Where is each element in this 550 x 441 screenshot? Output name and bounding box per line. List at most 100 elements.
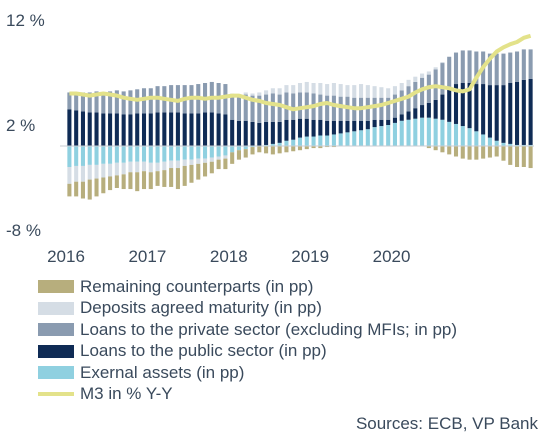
bar-segment — [128, 90, 133, 115]
bar-segment — [291, 93, 296, 120]
bar-segment — [101, 163, 106, 178]
bar-segment — [460, 126, 465, 146]
bar-segment — [521, 79, 526, 145]
bar-segment — [196, 158, 201, 164]
bar-segment — [284, 85, 289, 93]
bar-segment — [474, 131, 479, 146]
bar-segment — [182, 159, 187, 166]
bar-segment — [291, 85, 296, 94]
bar-segment — [74, 146, 79, 166]
bar-segment — [345, 85, 350, 97]
bar-segment — [270, 121, 275, 144]
bar-segment — [148, 162, 153, 173]
bar-segment — [87, 179, 92, 200]
bar-segment — [264, 94, 269, 122]
bar-segment — [379, 126, 384, 146]
bar-segment — [399, 114, 404, 121]
bar-segment — [250, 147, 255, 155]
x-tick-label: 2019 — [291, 247, 329, 266]
bar-segment — [80, 165, 85, 182]
bar-segment — [311, 119, 316, 137]
bar-segment — [508, 146, 513, 165]
y-tick-label: 12 % — [6, 11, 45, 30]
bar-segment — [277, 88, 282, 95]
bar-segment — [440, 94, 445, 120]
bar-segment — [515, 51, 520, 82]
bar-segment — [257, 122, 262, 146]
bar-segment — [94, 178, 99, 197]
bar-segment — [501, 85, 506, 143]
bar-segment — [80, 92, 85, 112]
bar-segment — [223, 114, 228, 146]
bar-segment — [508, 143, 513, 146]
bar-segment — [494, 85, 499, 141]
bar-segment — [297, 92, 303, 119]
bar-segment — [196, 163, 201, 180]
bar-segment — [257, 92, 262, 96]
bar-segment — [494, 140, 499, 146]
bar-segment — [80, 111, 85, 146]
bar-segment — [399, 90, 404, 115]
bar-segment — [501, 142, 506, 146]
bar-segment — [277, 94, 282, 122]
bar-segment — [243, 149, 248, 158]
bar-segment — [250, 121, 255, 146]
bar-segment — [474, 84, 479, 132]
bar-segment — [243, 146, 248, 150]
bar-segment — [433, 67, 438, 70]
bar-segment — [359, 120, 364, 131]
bar-segment — [379, 97, 384, 120]
bar-segment — [196, 113, 201, 146]
bar-segment — [264, 121, 269, 145]
bar-segment — [420, 73, 425, 78]
bar-segment — [277, 121, 282, 143]
bar-segment — [175, 85, 180, 113]
bar-segment — [487, 146, 492, 158]
bar-segment — [87, 164, 92, 180]
bar-segment — [508, 52, 513, 83]
bar-segment — [243, 92, 248, 95]
bar-segment — [236, 150, 241, 160]
bar-segment — [338, 84, 343, 97]
bar-segment — [108, 146, 113, 164]
bar-segment — [94, 112, 99, 146]
bar-segment — [365, 85, 370, 98]
legend-item: Loans to the public sector (in pp) — [38, 341, 538, 363]
bar-segment — [481, 134, 486, 146]
bar-segment — [209, 161, 214, 174]
bar-segment — [433, 99, 438, 119]
y-tick-label: -8 % — [6, 221, 41, 240]
bar-segment — [94, 146, 99, 165]
bar-segment — [135, 146, 140, 162]
bar-segment — [87, 112, 92, 146]
bar-segment — [392, 86, 397, 95]
bar-segment — [453, 52, 459, 85]
bar-segment — [223, 158, 228, 170]
bar-segment — [521, 49, 526, 80]
bar-segment — [297, 137, 303, 146]
bar-segment — [80, 181, 85, 199]
bar-segment — [74, 181, 79, 197]
legend-swatch — [38, 392, 74, 397]
bar-segment — [155, 162, 160, 172]
bar-segment — [453, 123, 459, 146]
bar-segment — [209, 157, 214, 162]
bar-segment — [528, 146, 533, 169]
legend-item: Loans to the private sector (excluding M… — [38, 319, 538, 341]
bar-segment — [270, 88, 275, 94]
bar-segment — [216, 146, 221, 157]
bar-segment — [453, 84, 459, 124]
bar-segment — [528, 78, 533, 145]
bar-segment — [128, 146, 133, 162]
bar-segment — [135, 113, 140, 146]
bar-segment — [304, 118, 309, 137]
bar-segment — [392, 122, 397, 146]
bar-segment — [426, 102, 431, 118]
bar-segment — [291, 146, 296, 152]
bar-segment — [487, 137, 492, 146]
bar-segment — [372, 119, 377, 128]
bar-segment — [114, 175, 119, 188]
bar-segment — [372, 86, 377, 98]
bar-segment — [182, 146, 187, 160]
bar-segment — [189, 113, 194, 146]
